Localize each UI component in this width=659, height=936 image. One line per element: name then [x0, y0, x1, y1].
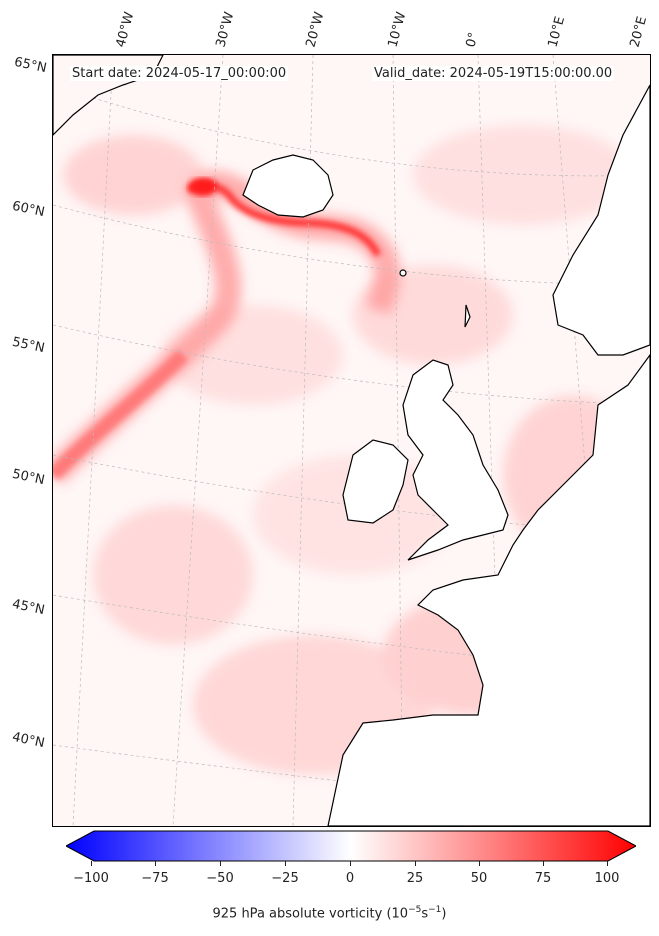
colorbar: [64, 830, 638, 862]
iceland-coast: [242, 154, 334, 218]
colorbar-tick-mark: [543, 861, 544, 866]
colorbar-title-text: 925 hPa absolute vorticity (10: [212, 906, 409, 922]
colorbar-tick-mark: [479, 861, 480, 866]
colorbar-title-end: ): [441, 906, 447, 922]
colorbar-tick-mark: [607, 861, 608, 866]
colorbar-tick-label: −75: [141, 871, 169, 886]
map-panel: [52, 54, 651, 827]
colorbar-tick-mark: [415, 861, 416, 866]
colorbar-tick-mark: [155, 861, 156, 866]
lon-label-0: 0°: [463, 30, 482, 49]
colorbar-tick-label: 100: [594, 871, 620, 886]
lon-label-20w: 20°W: [303, 10, 328, 49]
colorbar-title-exp1: −5: [408, 905, 422, 915]
start-date-label: Start date: 2024-05-17_00:00:00: [70, 66, 289, 81]
lat-label-40n: 40°N: [10, 729, 46, 752]
colorbar-tick-label: 0: [345, 871, 355, 886]
britain-coast: [402, 359, 509, 561]
colorbar-tick-label: 75: [534, 871, 552, 886]
colorbar-title-exp2: −1: [428, 905, 442, 915]
lat-label-65n: 65°N: [12, 54, 48, 77]
lon-label-10e: 10°E: [545, 14, 569, 50]
lon-label-10w: 10°W: [385, 10, 410, 49]
vorticity-map: [53, 55, 650, 826]
colorbar-title: 925 hPa absolute vorticity (10−5s−1): [0, 905, 659, 921]
vorticity-bands: [53, 170, 401, 485]
lat-label-50n: 50°N: [10, 466, 46, 489]
valid-date-label: Valid_date: 2024-05-19T15:00:00.00: [372, 66, 615, 81]
colorbar-bar: [64, 830, 638, 862]
europe-coast: [327, 353, 650, 826]
scandinavia-coast: [552, 84, 650, 356]
lon-label-30w: 30°W: [213, 10, 238, 49]
coastlines: [53, 55, 650, 826]
lat-label-60n: 60°N: [10, 198, 46, 221]
colorbar-tick-mark: [91, 861, 92, 866]
lon-label-20e: 20°E: [627, 14, 651, 50]
colorbar-graphic: [64, 830, 638, 862]
colorbar-tick-label: 25: [406, 871, 424, 886]
colorbar-tick-mark: [220, 861, 221, 866]
lat-label-45n: 45°N: [10, 596, 46, 619]
colorbar-tick-mark: [350, 861, 351, 866]
colorbar-tick-label: 50: [470, 871, 488, 886]
colorbar-tick-label: −50: [206, 871, 234, 886]
colorbar-tick-label: −25: [271, 871, 299, 886]
lat-label-55n: 55°N: [10, 334, 46, 357]
colorbar-tick-mark: [285, 861, 286, 866]
colorbar-tick-label: −100: [73, 871, 109, 886]
lon-label-40w: 40°W: [113, 10, 138, 49]
ireland-coast: [342, 439, 409, 524]
colorbar-title-unit: s: [421, 906, 429, 922]
